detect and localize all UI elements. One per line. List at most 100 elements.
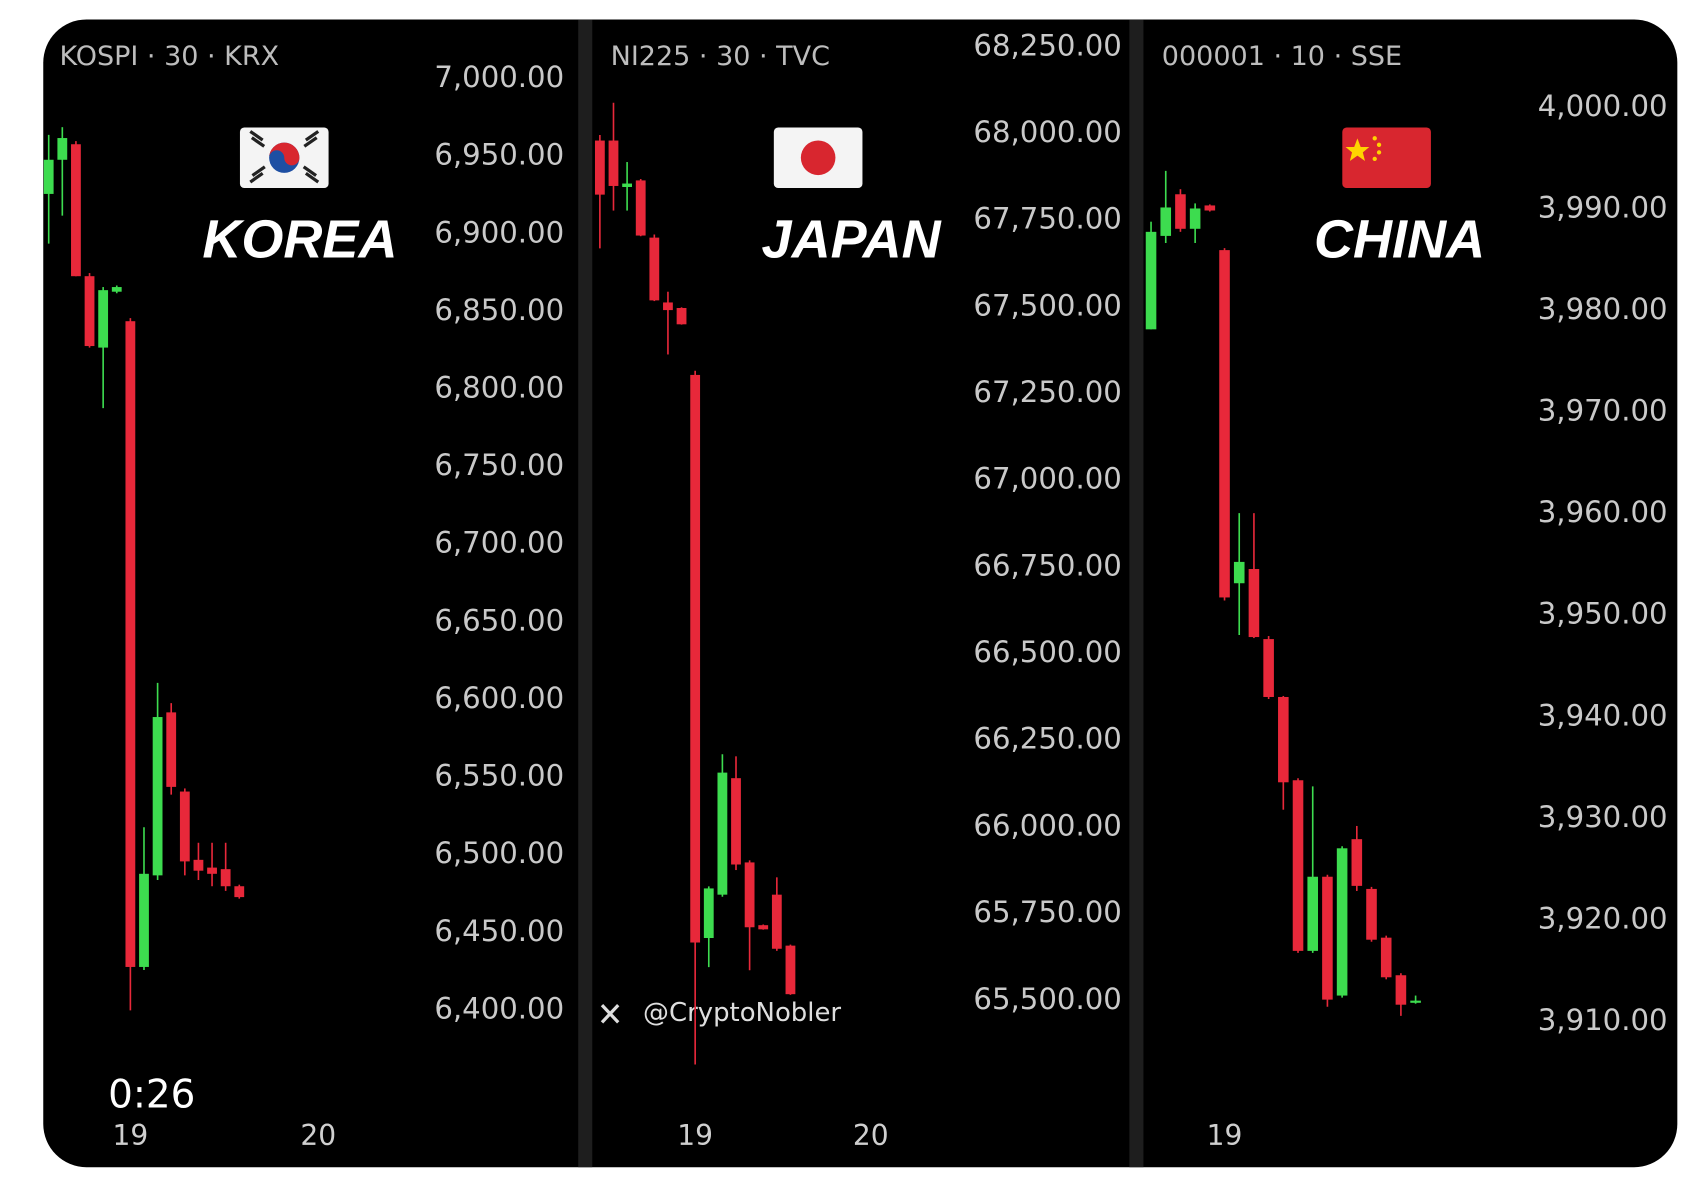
candle-body bbox=[139, 873, 149, 967]
y-tick-label: 3,990.00 bbox=[1538, 190, 1668, 224]
y-tick-label: 3,910.00 bbox=[1538, 1003, 1668, 1037]
video-frame[interactable] bbox=[43, 19, 1678, 1168]
x-logo bbox=[600, 1003, 620, 1024]
candle-body bbox=[676, 308, 687, 325]
annotation: CHINA bbox=[1314, 209, 1485, 269]
candle-body bbox=[1322, 876, 1333, 1000]
y-tick-label: 65,500.00 bbox=[973, 982, 1121, 1016]
candle-body bbox=[84, 276, 95, 347]
y-tick-label: 68,250.00 bbox=[973, 28, 1121, 62]
candle-body bbox=[98, 290, 109, 348]
candle-body bbox=[125, 321, 136, 967]
candle-body bbox=[207, 867, 217, 874]
y-tick-label: 66,000.00 bbox=[973, 808, 1121, 842]
x-tick-label: 19 bbox=[1207, 1119, 1243, 1152]
candle-body bbox=[43, 159, 54, 194]
candle-body bbox=[1263, 639, 1274, 697]
y-tick-label: 6,800.00 bbox=[434, 371, 564, 405]
watermark: @CryptoNobler bbox=[643, 998, 841, 1028]
candle-body bbox=[234, 886, 245, 898]
y-tick-label: 7,000.00 bbox=[434, 60, 564, 94]
candle-body bbox=[1366, 888, 1377, 940]
candle-body bbox=[1219, 250, 1230, 598]
candle-body bbox=[717, 772, 728, 895]
candle-body bbox=[1189, 208, 1201, 229]
candle-body bbox=[663, 302, 673, 311]
y-tick-label: 66,750.00 bbox=[973, 548, 1121, 582]
candle-body bbox=[622, 183, 633, 188]
candle-body bbox=[179, 791, 190, 862]
annotation: JAPAN bbox=[762, 209, 942, 269]
y-tick-label: 67,250.00 bbox=[973, 375, 1121, 409]
y-tick-label: 67,750.00 bbox=[973, 202, 1121, 236]
candle-body bbox=[1278, 696, 1289, 783]
candle-body bbox=[57, 138, 68, 160]
chart-title: KOSPI · 30 · KRX bbox=[59, 41, 279, 72]
candle-body bbox=[1145, 231, 1157, 330]
candle-body bbox=[71, 144, 81, 277]
panel-divider bbox=[578, 19, 593, 1168]
korea-flag bbox=[239, 127, 329, 189]
y-tick-label: 6,600.00 bbox=[434, 681, 564, 715]
y-tick-label: 3,960.00 bbox=[1538, 495, 1668, 529]
candle-body bbox=[193, 859, 204, 871]
candle-body bbox=[1248, 569, 1260, 638]
candle-body bbox=[1175, 194, 1186, 229]
candle-body bbox=[1204, 205, 1216, 211]
x-tick-label: 19 bbox=[677, 1119, 713, 1152]
chart-title: NI225 · 30 · TVC bbox=[611, 41, 830, 72]
candle-body bbox=[785, 945, 796, 995]
y-tick-label: 3,950.00 bbox=[1538, 597, 1668, 631]
y-tick-label: 6,700.00 bbox=[434, 526, 564, 560]
candle-body bbox=[1395, 975, 1407, 1005]
candle-body bbox=[1292, 780, 1304, 951]
y-tick-label: 3,970.00 bbox=[1538, 394, 1668, 428]
y-tick-label: 67,500.00 bbox=[973, 288, 1121, 322]
candle-body bbox=[703, 888, 714, 939]
y-tick-label: 3,980.00 bbox=[1538, 292, 1668, 326]
y-tick-label: 6,500.00 bbox=[434, 836, 564, 870]
candle-body bbox=[220, 869, 231, 887]
candle-body bbox=[1410, 1000, 1421, 1003]
y-tick-label: 6,550.00 bbox=[434, 759, 564, 793]
candle-body bbox=[635, 180, 646, 236]
y-tick-label: 4,000.00 bbox=[1538, 89, 1668, 123]
candle-body bbox=[1336, 848, 1348, 996]
candle-body bbox=[744, 862, 755, 928]
x-tick-label: 20 bbox=[853, 1119, 889, 1152]
japan-flag bbox=[773, 127, 863, 189]
candle-body bbox=[758, 925, 769, 930]
y-tick-label: 3,920.00 bbox=[1538, 901, 1668, 935]
y-tick-label: 6,750.00 bbox=[434, 448, 564, 482]
y-tick-label: 6,900.00 bbox=[434, 215, 564, 249]
candle-body bbox=[152, 717, 163, 876]
panel-divider bbox=[1129, 19, 1144, 1168]
china-flag bbox=[1342, 127, 1431, 189]
candle-body bbox=[1307, 876, 1319, 951]
candle-body bbox=[111, 287, 122, 292]
y-tick-label: 6,950.00 bbox=[434, 138, 564, 172]
video-time: 0:26 bbox=[108, 1072, 195, 1117]
y-tick-label: 3,930.00 bbox=[1538, 800, 1668, 834]
y-tick-label: 66,500.00 bbox=[973, 635, 1121, 669]
candle-body bbox=[1233, 561, 1245, 584]
candle-body bbox=[771, 894, 782, 949]
y-tick-label: 3,940.00 bbox=[1538, 698, 1668, 732]
candle-body bbox=[731, 778, 741, 865]
chart-title: 000001 · 10 · SSE bbox=[1162, 41, 1402, 72]
candle-body bbox=[166, 712, 177, 787]
x-tick-label: 19 bbox=[113, 1119, 149, 1152]
candle-body bbox=[608, 140, 619, 186]
y-tick-label: 65,750.00 bbox=[973, 895, 1121, 929]
y-tick-label: 66,250.00 bbox=[973, 722, 1121, 756]
candle-body bbox=[594, 140, 605, 195]
annotation: KOREA bbox=[202, 209, 397, 269]
candle-body bbox=[690, 374, 701, 943]
y-tick-label: 68,000.00 bbox=[973, 115, 1121, 149]
candle-body bbox=[1380, 937, 1392, 978]
y-tick-label: 6,450.00 bbox=[434, 914, 564, 948]
candle-body bbox=[1160, 207, 1172, 236]
x-tick-label: 20 bbox=[300, 1119, 336, 1152]
y-tick-label: 67,000.00 bbox=[973, 462, 1121, 496]
